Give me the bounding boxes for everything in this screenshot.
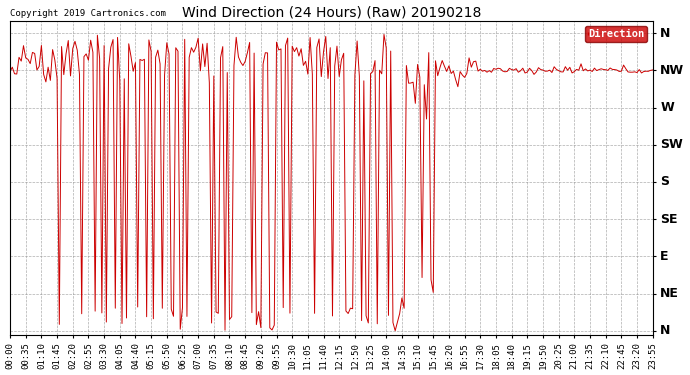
Title: Wind Direction (24 Hours) (Raw) 20190218: Wind Direction (24 Hours) (Raw) 20190218 (181, 6, 481, 20)
Text: Copyright 2019 Cartronics.com: Copyright 2019 Cartronics.com (10, 9, 166, 18)
Legend: Direction: Direction (585, 26, 647, 42)
